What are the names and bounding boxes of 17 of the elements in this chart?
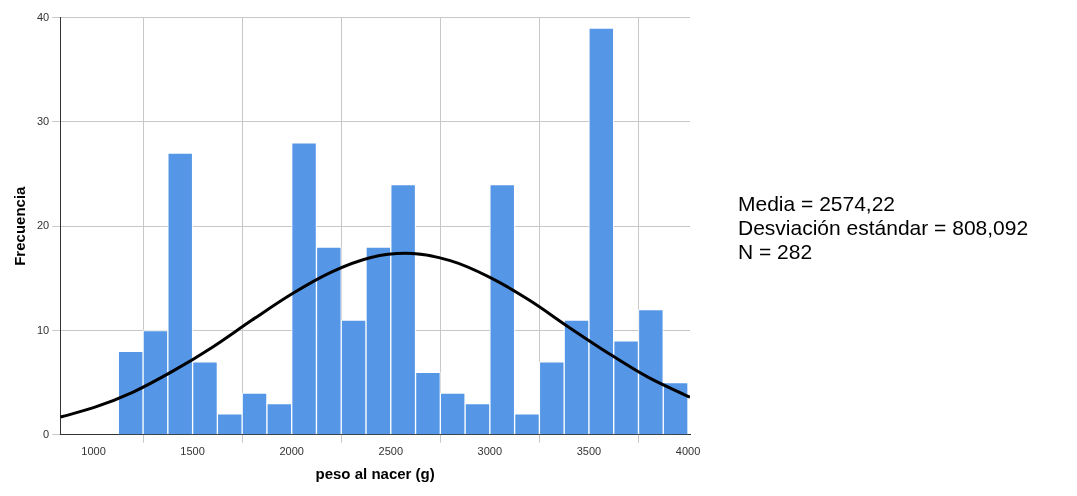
- y-tick-label: 30: [36, 114, 50, 127]
- text: Media = 2574,22: [738, 192, 897, 216]
- x-tick-label: 4000: [675, 445, 701, 458]
- x-tick-label: 1500: [180, 445, 205, 458]
- y-tick-label: 40: [36, 10, 50, 23]
- y-tick-label: 20: [36, 219, 50, 232]
- y-tick-label: 0: [43, 427, 50, 440]
- x-tick-label: 1000: [81, 445, 106, 458]
- x-tick-label: 3500: [576, 445, 602, 458]
- text: N = 282: [738, 240, 814, 264]
- x-tick-label: 2500: [378, 445, 404, 458]
- x-axis-title: peso al nacer (g): [315, 465, 435, 483]
- y-tick-label: 10: [36, 323, 50, 336]
- text: Desviación estándar = 808,092: [738, 216, 1029, 240]
- x-tick-label: 3000: [477, 445, 503, 458]
- x-tick-label: 2000: [279, 445, 304, 458]
- y-axis-title: Frecuencia: [11, 185, 29, 266]
